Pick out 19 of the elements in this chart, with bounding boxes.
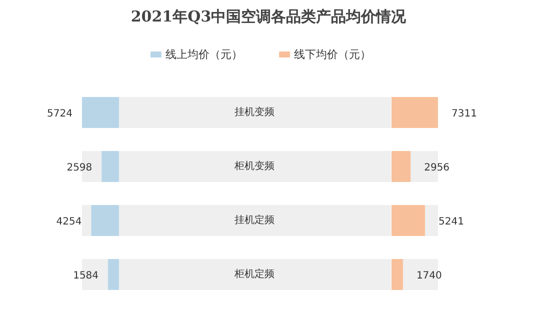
bar [102, 151, 119, 182]
data-label: 2598 [66, 162, 92, 174]
data-label: 2956 [424, 162, 450, 174]
bar [91, 205, 119, 236]
bar [82, 97, 119, 128]
legend-label: 线上均价（元） [166, 48, 243, 61]
bar [108, 259, 119, 290]
y-tick-label: 挂机定频 [234, 214, 274, 226]
data-label: 7311 [452, 108, 477, 120]
data-label: 5724 [47, 108, 72, 120]
data-label: 4254 [56, 216, 82, 228]
data-label: 1740 [416, 270, 442, 282]
legend-label: 线下均价（元） [294, 48, 372, 61]
data-label: 5241 [438, 216, 464, 228]
y-tick-label: 柜机变频 [234, 160, 274, 172]
text: 2021年Q3中国空调各品类产品均价情况 [130, 8, 408, 26]
y-tick-label: 柜机定频 [234, 268, 274, 280]
data-label: 1584 [73, 270, 99, 282]
y-tick-label: 挂机变频 [234, 106, 274, 118]
